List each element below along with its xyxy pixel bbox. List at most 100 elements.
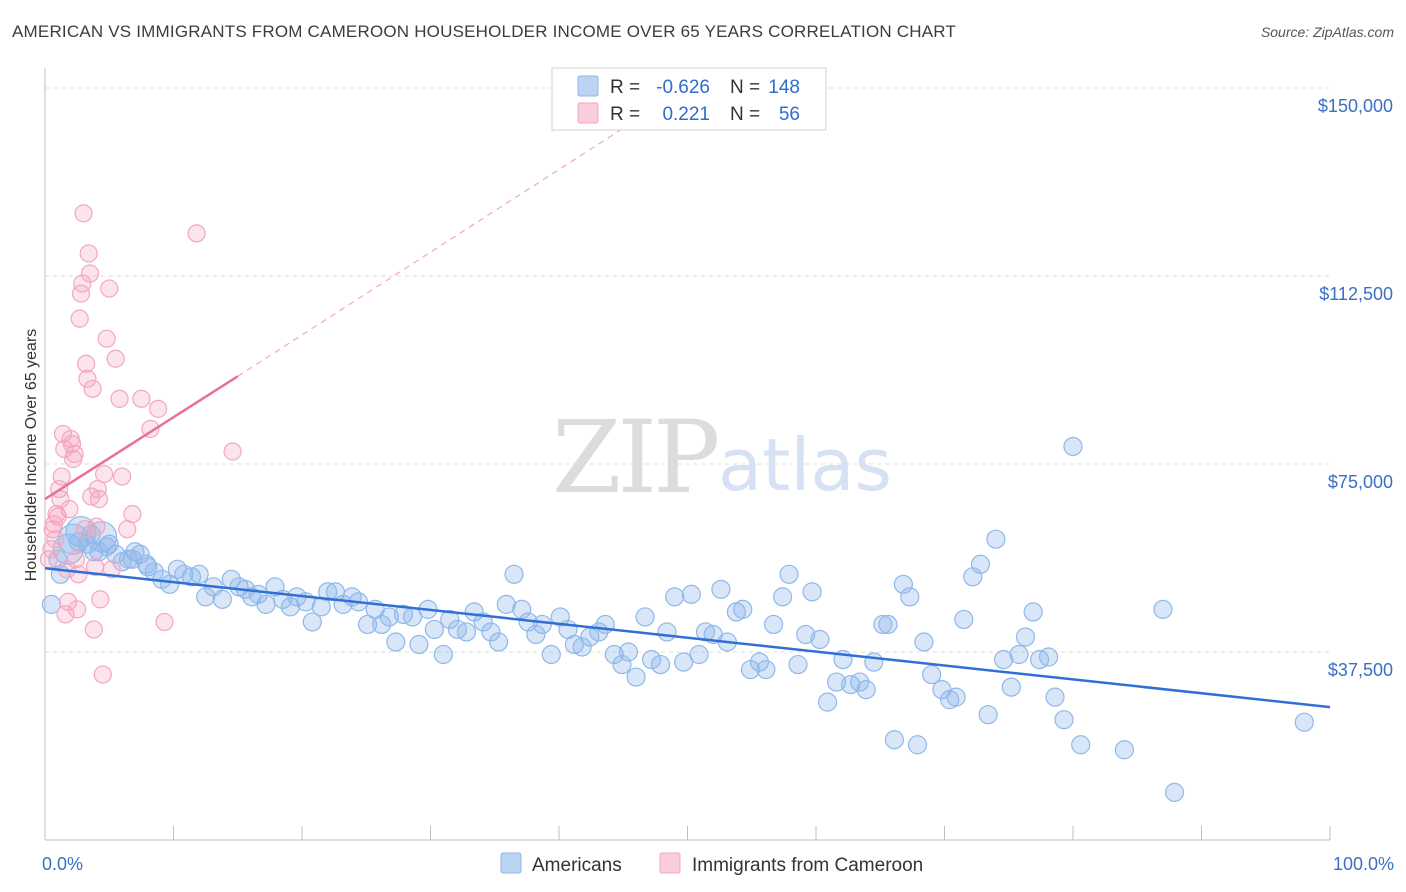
bottom-legend-swatch-americans (500, 852, 522, 874)
americans-point-91 (733, 599, 753, 619)
americans-point-20 (189, 564, 209, 584)
americans-point-144 (99, 534, 119, 554)
watermark-atlas: atlas (718, 423, 892, 507)
grid (45, 87, 1330, 653)
americans-point-64 (526, 624, 546, 645)
americans-point-123 (978, 705, 998, 725)
legend-r-label-1: R = (610, 77, 640, 98)
americans-point-51 (424, 619, 444, 640)
y-tick-labels: $37,500 $75,000 $112,500 $150,000 (1318, 96, 1393, 680)
americans-point-94 (756, 659, 776, 680)
cameroon-point-46 (110, 389, 129, 408)
legend-r-value-1: -0.626 (656, 77, 710, 98)
americans-point-99 (796, 624, 816, 645)
bottom-legend-label-cameroon: Immigrants from Cameroon (692, 855, 923, 876)
americans-point-143 (89, 542, 109, 562)
americans-point-100 (802, 582, 822, 602)
americans-point-76 (618, 642, 638, 662)
americans-point-136 (1114, 740, 1135, 760)
americans-point-147 (138, 557, 158, 577)
americans-point-133 (1054, 710, 1074, 730)
americans-point-21 (196, 587, 216, 607)
cameroon-point-28 (77, 354, 96, 373)
americans-point-101 (810, 629, 830, 650)
cameroon-trend-extension (237, 127, 624, 377)
cameroon-point-50 (132, 389, 151, 408)
cameroon-point-1 (42, 540, 61, 559)
x-tick-label-min: 0.0% (42, 854, 83, 874)
americans-point-57 (473, 612, 493, 632)
cameroon-point-43 (100, 279, 119, 298)
americans-point-137 (1153, 599, 1173, 619)
americans-point-109 (873, 614, 893, 635)
cameroon-point-48 (118, 520, 137, 539)
americans-point-82 (665, 587, 685, 607)
americans-point-44 (372, 614, 392, 635)
cameroon-point-39 (91, 590, 110, 609)
y-tick-label-3: $150,000 (1318, 96, 1393, 116)
americans-point-129 (1023, 602, 1043, 622)
cameroon-point-44 (102, 560, 121, 579)
cameroon-point-27 (75, 520, 94, 539)
cameroon-point-49 (123, 505, 142, 524)
americans-point-37 (318, 582, 338, 602)
americans-point-132 (1045, 687, 1065, 707)
americans-point-83 (674, 652, 694, 672)
legend-n-value-1: 148 (768, 77, 800, 98)
americans-point-62 (512, 599, 532, 619)
americans-point-128 (1015, 627, 1036, 647)
americans-point-97 (779, 564, 799, 584)
americans-point-115 (914, 632, 934, 652)
source-label: Source: ZipAtlas.com (1260, 24, 1394, 40)
cameroon-point-4 (46, 530, 65, 549)
americans-point-131 (1038, 647, 1059, 667)
legend-r-label-2: R = (610, 104, 640, 125)
americans-point-112 (893, 574, 913, 594)
americans-point-98 (788, 654, 808, 675)
cameroon-point-36 (87, 517, 106, 536)
cameroon-point-55 (223, 442, 242, 461)
cameroon-point-9 (52, 467, 71, 486)
americans-point-88 (711, 579, 731, 599)
series-legend: Americans Immigrants from Cameroon (500, 852, 923, 876)
americans-point-107 (856, 680, 876, 700)
legend-n-label-1: N = (730, 77, 760, 98)
cameroon-point-15 (60, 500, 79, 519)
cameroon-point-31 (80, 264, 100, 283)
axes (44, 68, 1331, 841)
y-tick-label-1: $75,000 (1328, 472, 1393, 492)
americans-point-80 (650, 654, 671, 675)
cameroon-trend-line (44, 375, 239, 501)
x-tick-label-max: 100.0% (1333, 854, 1394, 874)
cameroon-point-26 (74, 204, 93, 223)
cameroon-point-25 (73, 274, 92, 293)
americans-point-74 (604, 644, 624, 665)
americans-point-103 (826, 672, 847, 692)
cameroon-point-30 (79, 244, 98, 263)
americans-point-119 (946, 687, 966, 707)
americans-point-113 (900, 587, 920, 607)
watermark: ZIP atlas (552, 399, 892, 516)
cameroon-point-21 (68, 600, 87, 619)
legend-r-value-2: 0.221 (662, 104, 710, 125)
legend-n-label-2: N = (730, 104, 760, 125)
americans-point-75 (612, 654, 632, 675)
americans-point-79 (641, 649, 662, 670)
americans-point-102 (817, 692, 838, 712)
americans-point-78 (635, 607, 655, 627)
americans-point-35 (302, 612, 322, 632)
cameroon-point-19 (65, 444, 84, 464)
americans-point-19 (181, 567, 202, 587)
americans-point-69 (564, 634, 585, 655)
americans-point-96 (772, 587, 793, 607)
y-tick-label-2: $112,500 (1319, 284, 1393, 304)
cameroon-point-20 (66, 550, 85, 569)
legend-swatch-cameroon (577, 102, 599, 124)
legend-swatch-americans (577, 75, 599, 97)
cameroon-point-33 (83, 379, 102, 398)
bottom-legend-swatch-cameroon (659, 852, 681, 874)
americans-point-58 (481, 622, 501, 642)
legend-n-value-2: 56 (779, 104, 800, 125)
americans-point-106 (850, 672, 870, 692)
